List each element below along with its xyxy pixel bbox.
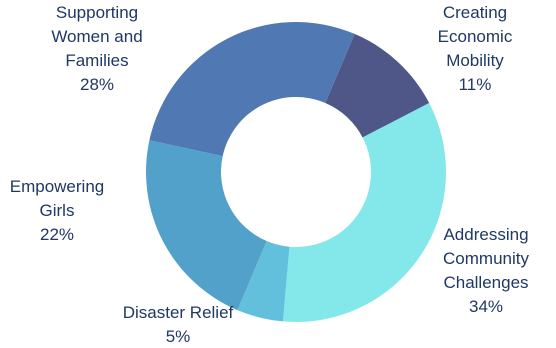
slice-label-line: Challenges <box>443 273 528 292</box>
slice-addressing-community-challenges <box>282 102 446 322</box>
slice-empowering-girls <box>146 140 267 311</box>
slice-label-line: Mobility <box>446 51 504 70</box>
slice-percent-label: 5% <box>166 327 191 346</box>
slice-label-line: Disaster Relief <box>123 303 234 322</box>
slice-label-line: Women and <box>51 27 142 46</box>
slice-label-creating-economic-mobility: Creating Economic Mobility 11% <box>438 3 513 94</box>
slice-percent-label: 34% <box>469 297 503 316</box>
slice-label-empowering-girls: Empowering Girls 22% <box>10 177 105 244</box>
slice-label-line: Girls <box>40 201 75 220</box>
slice-creating-economic-mobility <box>325 33 430 138</box>
slice-label-line: Community <box>443 249 529 268</box>
slice-label-disaster-relief: Disaster Relief 5% <box>123 303 234 346</box>
slice-label-line: Supporting <box>56 3 138 22</box>
slice-label-supporting-women-and-families: Supporting Women and Families 28% <box>51 3 142 94</box>
slice-supporting-women-and-families <box>149 21 355 157</box>
slice-label-line: Families <box>65 51 128 70</box>
slice-percent-label: 11% <box>459 75 492 94</box>
slice-label-addressing-community-challenges: Addressing Community Challenges 34% <box>443 225 529 316</box>
slice-label-line: Addressing <box>443 225 528 244</box>
slice-percent-label: 22% <box>40 225 74 244</box>
slice-label-line: Creating <box>443 3 507 22</box>
slices-layer <box>146 21 446 322</box>
slice-percent-label: 28% <box>80 75 114 94</box>
labels-layer: Creating Economic Mobility 11% Addressing Com… <box>10 3 530 346</box>
slice-label-line: Economic <box>438 27 513 46</box>
slice-disaster-relief <box>237 241 290 322</box>
slice-label-line: Empowering <box>10 177 105 196</box>
